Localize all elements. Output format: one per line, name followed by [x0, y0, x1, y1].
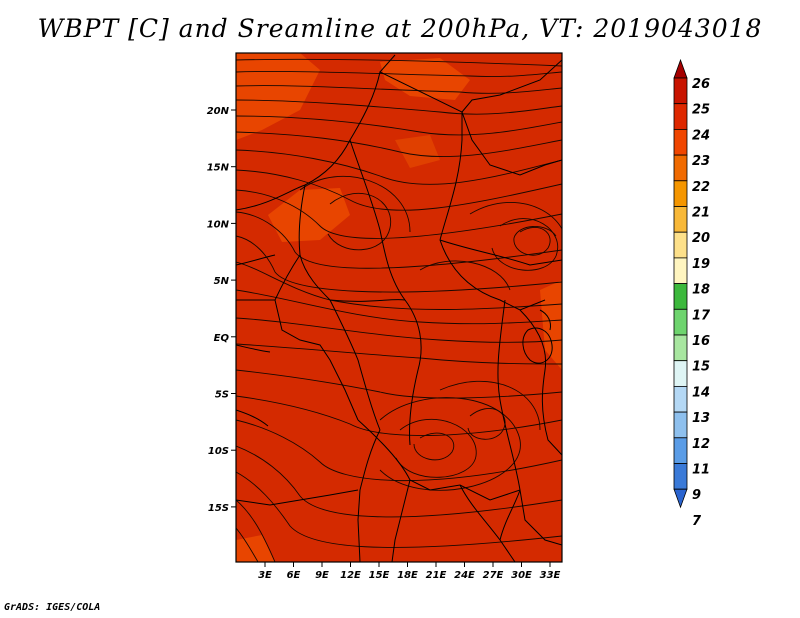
warm-patch	[395, 135, 440, 168]
colorbar-swatch	[673, 103, 688, 130]
lat-label: 20N	[207, 106, 230, 117]
colorbar-swatch	[673, 206, 688, 233]
colorbar-swatch	[673, 308, 688, 336]
lat-label: 15N	[207, 163, 230, 174]
colorbar-label: 24	[692, 128, 710, 143]
longitude-axis: 3E 6E 9E 12E 15E 18E 21E 24E 27E 30E 33E	[258, 562, 561, 581]
colorbar-label: 9	[692, 488, 701, 503]
lon-label: 33E	[540, 570, 561, 581]
colorbar-swatch	[673, 77, 688, 105]
grads-credit: GrADS: IGES/COLA	[4, 602, 101, 613]
lon-label: 27E	[483, 570, 504, 581]
lon-label: 9E	[315, 570, 329, 581]
colorbar-bottom-arrow	[673, 488, 688, 509]
lon-label: 6E	[287, 570, 301, 581]
colorbar-label: 7	[692, 514, 702, 529]
colorbar-swatch	[673, 257, 688, 284]
colorbar-label: 22	[692, 180, 710, 195]
colorbar-label: 19	[692, 257, 710, 272]
lon-label: 24E	[454, 570, 475, 581]
lon-label: 18E	[397, 570, 418, 581]
lat-label: 10N	[207, 219, 230, 230]
colorbar-label: 16	[692, 334, 710, 349]
colorbar-swatch	[673, 360, 688, 387]
colorbar-label: 17	[692, 308, 711, 323]
lon-label: 15E	[369, 570, 390, 581]
colorbar-label: 20	[692, 231, 710, 246]
colorbar-label: 11	[692, 463, 710, 478]
colorbar-swatch	[673, 463, 688, 490]
colorbar-label: 21	[692, 206, 710, 221]
colorbar-swatch	[673, 411, 688, 439]
lon-label: 30E	[511, 570, 532, 581]
warm-patch	[380, 58, 470, 100]
colorbar-swatch	[673, 334, 688, 362]
map-frame	[235, 52, 563, 563]
colorbar-top-arrow	[673, 58, 688, 79]
colorbar-label: 15	[692, 360, 710, 375]
colorbar-swatch	[673, 283, 688, 310]
lat-label: 5N	[214, 276, 230, 287]
lat-label: EQ	[214, 333, 230, 344]
colorbar-swatch	[673, 154, 688, 182]
colorbar-label: 12	[692, 437, 710, 452]
colorbar-label: 18	[692, 283, 710, 298]
map-panel	[236, 53, 562, 562]
streamlines	[236, 58, 562, 562]
colorbar: 26 25 24 23 22 21 20 19 18 17 16 15 14 13 12 11 9 7	[673, 58, 711, 529]
chart-title: WBPT [C] and Sreamline at 200hPa, VT: 20…	[37, 14, 763, 43]
colorbar-label: 25	[692, 103, 710, 118]
colorbar-label: 13	[692, 411, 710, 426]
lat-label: 5S	[215, 390, 229, 401]
colorbar-swatch	[673, 180, 688, 207]
warm-patch	[236, 53, 320, 140]
colorbar-label: 14	[692, 385, 710, 400]
warm-patch	[268, 188, 350, 242]
lon-label: 3E	[258, 570, 272, 581]
latitude-axis: 20N 15N 10N 5N EQ 5S 10S 15S	[207, 106, 236, 514]
colorbar-swatch	[673, 128, 688, 156]
lat-label: 15S	[208, 503, 229, 514]
lon-label: 12E	[340, 570, 361, 581]
lat-label: 10S	[208, 446, 229, 457]
colorbar-swatch	[673, 231, 688, 259]
colorbar-swatch	[673, 385, 688, 413]
lon-label: 21E	[426, 570, 447, 581]
colorbar-swatch	[673, 437, 688, 464]
country-borders	[236, 54, 562, 562]
colorbar-label: 26	[692, 77, 710, 92]
colorbar-label: 23	[692, 154, 710, 169]
